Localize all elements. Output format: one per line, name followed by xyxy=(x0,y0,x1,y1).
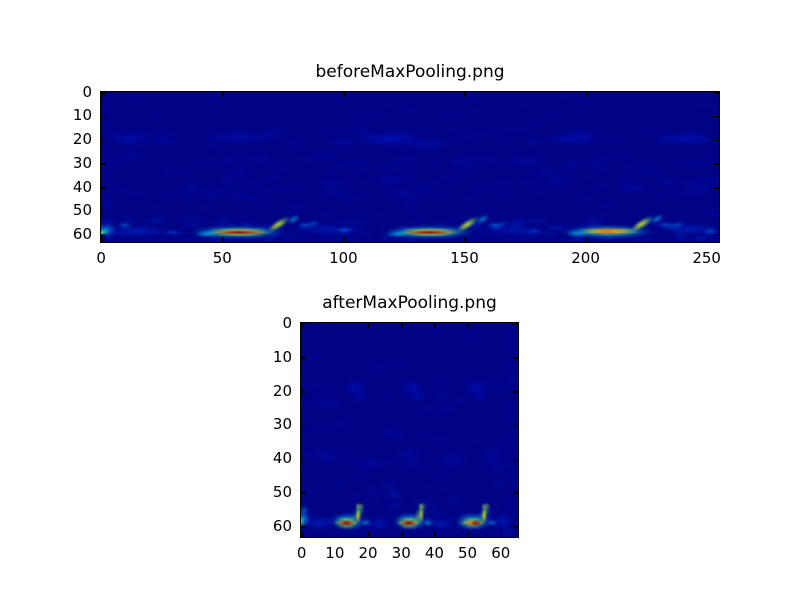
y-tick-label: 0 xyxy=(82,82,92,101)
x-tick-label: 50 xyxy=(458,544,478,562)
x-tick-mark xyxy=(464,92,466,97)
x-tick-mark xyxy=(101,92,103,97)
x-tick-mark xyxy=(434,323,436,328)
x-tick-mark xyxy=(368,532,370,537)
y-tick-mark xyxy=(513,323,518,326)
x-tick-label: 20 xyxy=(358,544,378,562)
x-tick-label: 150 xyxy=(450,249,479,267)
y-tick-label: 20 xyxy=(72,130,92,149)
y-tick-mark xyxy=(101,139,106,142)
y-tick-mark xyxy=(301,357,306,359)
before-maxpooling-plot: beforeMaxPooling.png 0 50 100 150 200 250 0 10 2… xyxy=(73,62,721,267)
y-tick-label: 10 xyxy=(272,347,292,366)
after-maxpooling-plot: afterMaxPooling.png 0 10 20 30 40 50 60 0 10 20 30… xyxy=(273,293,519,562)
y-tick-mark xyxy=(301,391,306,393)
x-tick-mark xyxy=(401,532,403,537)
y-tick-mark xyxy=(301,323,306,326)
x-tick-mark xyxy=(401,323,403,328)
y-tick-label: 50 xyxy=(72,201,92,220)
plot-title: beforeMaxPooling.png xyxy=(315,62,505,82)
y-tick-mark xyxy=(101,187,106,189)
y-tick-label: 60 xyxy=(272,516,292,535)
x-tick-mark xyxy=(101,237,103,242)
x-tick-mark xyxy=(334,323,337,328)
x-tick-label: 40 xyxy=(424,544,444,562)
y-tick-mark xyxy=(513,458,518,461)
y-tick-label: 20 xyxy=(272,381,292,400)
y-tick-mark xyxy=(714,115,719,118)
y-tick-mark xyxy=(301,458,306,461)
y-tick-mark xyxy=(714,187,719,189)
y-tick-mark xyxy=(301,526,306,528)
y-tick-mark xyxy=(513,357,518,359)
y-tick-label: 30 xyxy=(72,153,92,172)
x-tick-mark xyxy=(585,92,587,97)
y-tick-label: 40 xyxy=(272,449,292,468)
x-tick-mark xyxy=(706,237,709,242)
y-tick-mark xyxy=(101,210,106,213)
y-tick-label: 10 xyxy=(72,106,92,125)
x-tick-mark xyxy=(500,532,503,537)
y-tick-mark xyxy=(513,391,518,393)
x-tick-mark xyxy=(343,237,345,242)
heatmap-image xyxy=(100,91,720,243)
y-tick-label: 60 xyxy=(72,225,92,244)
y-tick-mark xyxy=(101,163,106,165)
y-tick-label: 30 xyxy=(272,415,292,434)
y-tick-mark xyxy=(513,492,518,494)
y-tick-mark xyxy=(101,92,106,94)
x-tick-mark xyxy=(301,532,304,537)
x-tick-mark xyxy=(467,532,469,537)
x-tick-mark xyxy=(500,323,503,328)
x-tick-mark xyxy=(464,237,466,242)
x-tick-mark xyxy=(467,323,469,328)
y-tick-mark xyxy=(714,163,719,165)
x-tick-label: 0 xyxy=(296,544,307,562)
heatmap-image xyxy=(300,322,519,538)
y-tick-mark xyxy=(513,526,518,528)
x-tick-label: 60 xyxy=(491,544,511,562)
y-tick-mark xyxy=(513,424,518,427)
y-tick-mark xyxy=(301,424,306,427)
y-tick-label: 0 xyxy=(282,314,292,333)
x-tick-mark xyxy=(368,323,370,328)
y-tick-mark xyxy=(714,234,719,237)
y-tick-label: 40 xyxy=(72,177,92,196)
x-tick-label: 250 xyxy=(692,249,721,267)
x-tick-mark xyxy=(343,92,345,97)
y-tick-label: 50 xyxy=(272,482,292,501)
x-tick-label: 100 xyxy=(329,249,358,267)
x-tick-label: 200 xyxy=(571,249,600,267)
x-tick-mark xyxy=(706,92,709,97)
plot-title: afterMaxPooling.png xyxy=(322,293,497,313)
x-tick-label: 50 xyxy=(212,249,232,267)
x-tick-mark xyxy=(222,92,224,97)
y-tick-mark xyxy=(101,234,106,237)
x-tick-label: 30 xyxy=(391,544,411,562)
x-tick-mark xyxy=(334,532,337,537)
x-tick-label: 0 xyxy=(96,249,106,267)
x-tick-mark xyxy=(585,237,587,242)
y-tick-mark xyxy=(714,139,719,142)
x-tick-label: 10 xyxy=(325,544,345,562)
y-tick-mark xyxy=(714,210,719,213)
x-tick-mark xyxy=(301,323,304,328)
y-tick-mark xyxy=(301,492,306,494)
y-tick-mark xyxy=(101,115,106,118)
y-tick-mark xyxy=(714,92,719,94)
x-tick-mark xyxy=(434,532,436,537)
x-tick-mark xyxy=(222,237,224,242)
